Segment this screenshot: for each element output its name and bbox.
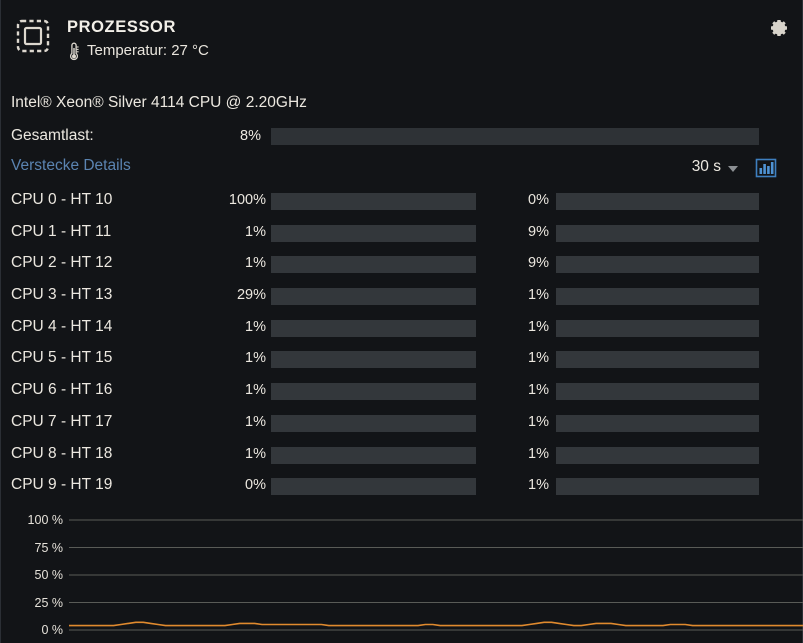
core-name-label: CPU 6 - HT 16 [11,381,113,399]
interval-label: 30 s [691,158,721,175]
interval-selector[interactable]: 30 s [692,158,738,176]
core-percent-left: 1% [245,223,266,240]
core-name-label: CPU 4 - HT 14 [11,317,113,335]
core-percent-left: 1% [245,382,266,399]
core-percent-left: 0% [245,477,266,494]
toggle-details-link[interactable]: Verstecke Details [11,157,131,174]
thermometer-icon [67,41,81,61]
core-row: CPU 9 - HT 19 0% 1% [1,473,803,505]
cpu-model-label: Intel® Xeon® Silver 4114 CPU @ 2.20GHz [11,94,307,111]
core-percent-right: 1% [528,445,549,462]
core-row: CPU 4 - HT 14 1% 1% [1,315,803,347]
core-bar-right [556,446,759,464]
chevron-down-icon [728,165,738,172]
core-percent-left: 1% [245,413,266,430]
total-load-row: Gesamtlast: 8% [1,126,803,148]
core-percent-right: 9% [528,223,549,240]
core-bar-left [271,319,476,337]
core-row: CPU 3 - HT 13 29% 1% [1,283,803,315]
header-text-block: PROZESSOR Temperatur: 27 °C [67,17,209,61]
core-row: CPU 0 - HT 10 100% 0% [1,188,803,220]
core-percent-right: 1% [528,382,549,399]
core-name-label: CPU 7 - HT 17 [11,412,113,430]
core-name-label: CPU 8 - HT 18 [11,444,113,462]
core-bar-left [271,414,476,432]
core-row: CPU 6 - HT 16 1% 1% [1,378,803,410]
core-bar-left [271,193,476,210]
core-name-label: CPU 9 - HT 19 [11,476,113,494]
core-bar-right [556,224,759,242]
chart-y-tick-label: 50 % [34,568,64,582]
core-percent-left: 29% [236,287,266,304]
core-row: CPU 8 - HT 18 1% 1% [1,442,803,474]
core-percent-right: 9% [528,255,549,272]
core-row: CPU 5 - HT 15 1% 1% [1,346,803,378]
chart-y-axis: 100 % 75 % 50 % 25 % 0 % [1,508,63,643]
core-percent-right: 1% [528,287,549,304]
total-load-label: Gesamtlast: [11,127,94,144]
core-percent-left: 1% [245,255,266,272]
core-percent-right: 0% [528,192,549,208]
chart-y-tick-label: 75 % [34,540,64,555]
core-bar-left [271,256,476,274]
core-name-label: CPU 0 - HT 10 [11,191,113,208]
core-bar-right [556,288,759,306]
bar-chart-icon[interactable] [754,157,778,179]
core-row: CPU 7 - HT 17 1% 1% [1,410,803,442]
core-bar-right [556,478,759,496]
core-bar-left [271,478,476,496]
core-bar-left [271,288,476,306]
core-percent-left: 1% [245,318,266,335]
core-percent-left: 100% [228,192,266,208]
core-bar-right [556,193,759,210]
total-load-percent: 8% [240,128,261,144]
core-name-label: CPU 5 - HT 15 [11,349,113,367]
core-name-label: CPU 3 - HT 13 [11,286,113,304]
core-percent-left: 1% [245,350,266,367]
core-name-label: CPU 2 - HT 12 [11,254,113,272]
chart-plot-area [69,508,803,643]
temperature-label: Temperatur: 27 °C [87,42,209,59]
chart-y-tick-label: 0 % [41,623,63,637]
core-bar-right [556,383,759,401]
page-title: PROZESSOR [67,18,177,36]
temperature-row: Temperatur: 27 °C [67,41,209,61]
chart-y-tick-label: 100 % [27,513,63,527]
core-bar-right [556,256,759,274]
core-list: CPU 0 - HT 10 100% 0% CPU 1 - HT 11 1% 9% CPU … [1,188,803,505]
core-bar-right [556,414,759,432]
load-history-chart: 100 % 75 % 50 % 25 % 0 % [1,508,803,643]
cpu-chip-icon [13,16,53,56]
core-percent-right: 1% [528,477,549,494]
core-bar-right [556,319,759,337]
details-controls-row: Verstecke Details 30 s [1,157,803,183]
core-bar-left [271,351,476,369]
total-load-bar [271,128,759,145]
core-name-label: CPU 1 - HT 11 [11,222,112,240]
chart-series-line [69,621,803,627]
core-percent-right: 1% [528,350,549,367]
core-percent-right: 1% [528,318,549,335]
core-bar-left [271,446,476,464]
gear-icon[interactable] [768,17,790,39]
core-percent-left: 1% [245,445,266,462]
core-row: CPU 2 - HT 12 1% 9% [1,251,803,283]
core-bar-left [271,224,476,242]
panel-header: PROZESSOR Temperatur: 27 °C [1,0,803,72]
chart-y-tick-label: 25 % [34,595,64,610]
core-row: CPU 1 - HT 11 1% 9% [1,220,803,252]
core-bar-left [271,383,476,401]
core-percent-right: 1% [528,413,549,430]
core-bar-right [556,351,759,369]
